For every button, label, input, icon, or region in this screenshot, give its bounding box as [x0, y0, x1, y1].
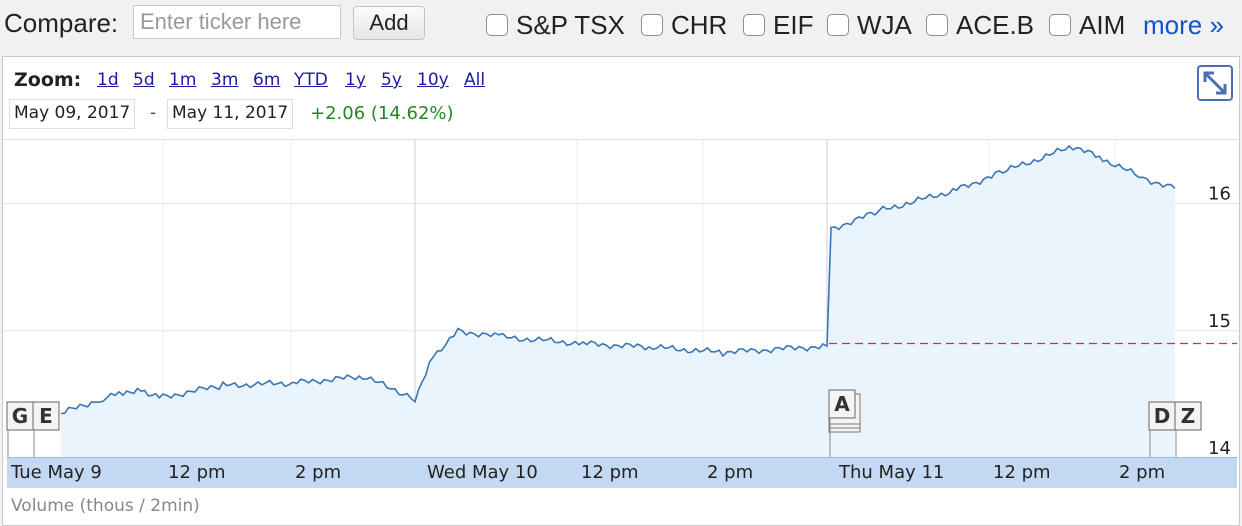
- y-tick-label: 14: [1208, 438, 1231, 458]
- price-line: [60, 144, 1176, 415]
- expand-icon: [1203, 71, 1227, 95]
- zoom-1d[interactable]: 1d: [97, 70, 119, 90]
- marker-letter: E: [39, 404, 53, 428]
- zoom-10y[interactable]: 10y: [417, 70, 449, 90]
- marker-box: [1148, 401, 1176, 431]
- marker-d[interactable]: D: [1148, 401, 1176, 458]
- checkbox[interactable]: [486, 14, 508, 36]
- zoom-5d[interactable]: 5d: [133, 70, 155, 90]
- compare-item-aim[interactable]: AIM: [1049, 9, 1125, 41]
- zoom-1y[interactable]: 1y: [345, 70, 366, 90]
- price-change: +2.06 (14.62%): [310, 103, 454, 124]
- marker-a[interactable]: A: [828, 389, 861, 458]
- chart-panel: Zoom: 1d 5d 1m 3m 6m YTD 1y 5y 10y All M…: [2, 56, 1240, 526]
- marker-box: [32, 401, 60, 431]
- marker-letter: D: [1154, 404, 1171, 428]
- y-axis: 16 15 14: [1208, 184, 1231, 459]
- compare-item-label: CHR: [671, 9, 728, 40]
- marker-z[interactable]: Z: [1174, 401, 1202, 458]
- volume-label: Volume (thous / 2min): [11, 496, 200, 516]
- marker-letter: G: [12, 404, 28, 428]
- compare-item-label: EIF: [773, 9, 814, 40]
- compare-item-label: S&P TSX: [516, 9, 625, 40]
- zoom-3m[interactable]: 3m: [211, 70, 239, 90]
- date-separator: -: [150, 103, 157, 123]
- more-link[interactable]: more »: [1143, 10, 1224, 40]
- y-tick-label: 15: [1208, 311, 1231, 332]
- time-axis: Tue May 9 12 pm 2 pm Wed May 10 12 pm 2 …: [7, 457, 1237, 488]
- compare-item-eif[interactable]: EIF: [743, 9, 813, 41]
- checkbox[interactable]: [743, 14, 765, 36]
- expand-button[interactable]: [1197, 65, 1233, 101]
- x-label: 12 pm: [993, 462, 1051, 483]
- checkbox[interactable]: [1049, 14, 1071, 36]
- marker-g[interactable]: G: [6, 401, 34, 458]
- compare-item-label: ACE.B: [956, 9, 1035, 40]
- x-label: 12 pm: [581, 462, 639, 483]
- zoom-all[interactable]: All: [464, 70, 486, 90]
- zoom-label: Zoom:: [14, 69, 82, 91]
- add-button[interactable]: Add: [353, 6, 425, 40]
- compare-bar: Compare: Add S&P TSX CHR EIF WJA ACE.B A…: [0, 0, 1242, 50]
- compare-item-ace-b[interactable]: ACE.B: [926, 9, 1034, 41]
- y-tick-label: 16: [1208, 184, 1231, 205]
- zoom-6m[interactable]: 6m: [253, 70, 281, 90]
- marker-box: [1174, 401, 1202, 431]
- marker-letter: A: [834, 392, 850, 416]
- x-label: 12 pm: [168, 462, 226, 483]
- start-date-field[interactable]: May 09, 2017: [9, 99, 136, 129]
- x-label: Tue May 9: [11, 462, 102, 483]
- compare-item-wja[interactable]: WJA: [827, 9, 912, 41]
- end-date-field[interactable]: May 11, 2017: [167, 99, 294, 129]
- compare-item-chr[interactable]: CHR: [641, 9, 727, 41]
- x-label: Thu May 11: [839, 462, 945, 483]
- compare-item-label: AIM: [1079, 9, 1126, 40]
- checkbox[interactable]: [641, 14, 663, 36]
- checkbox[interactable]: [926, 14, 948, 36]
- x-label: 2 pm: [295, 462, 342, 483]
- checkbox[interactable]: [827, 14, 849, 36]
- zoom-1m[interactable]: 1m: [169, 70, 197, 90]
- x-label: 2 pm: [707, 462, 754, 483]
- marker-box: [6, 401, 34, 431]
- zoom-5y[interactable]: 5y: [381, 70, 402, 90]
- marker-box: [828, 389, 856, 419]
- ticker-input[interactable]: [133, 5, 341, 39]
- x-label: 2 pm: [1119, 462, 1166, 483]
- zoom-ytd[interactable]: YTD: [294, 70, 328, 90]
- compare-item-label: WJA: [857, 9, 912, 40]
- marker-letter: Z: [1181, 404, 1196, 428]
- compare-item-sp-tsx[interactable]: S&P TSX: [486, 9, 625, 41]
- x-label: Wed May 10: [427, 462, 538, 483]
- price-area-fill: [61, 146, 1175, 458]
- compare-label: Compare:: [4, 8, 119, 38]
- marker-e[interactable]: E: [32, 401, 60, 458]
